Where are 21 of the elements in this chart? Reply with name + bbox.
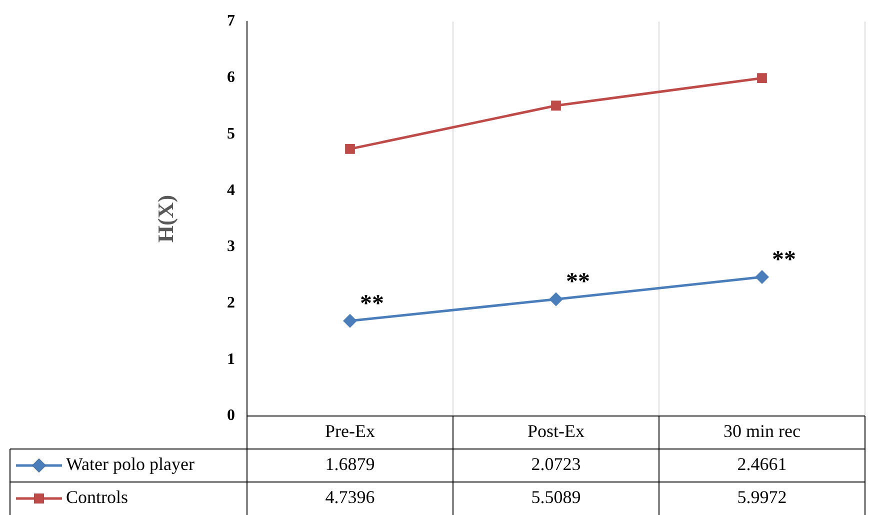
point [345, 144, 355, 154]
y-tick-label: 0 [227, 407, 235, 424]
point [757, 73, 767, 84]
y-tick-label: 1 [227, 350, 235, 368]
annotation: ** [772, 247, 796, 274]
annotation: ** [566, 269, 590, 296]
y-tick-label: 3 [227, 238, 235, 256]
y-tick-label: 4 [227, 182, 235, 199]
x-tick-label: Post-Ex [527, 421, 585, 442]
point [755, 270, 769, 284]
y-tick-label: 6 [227, 69, 235, 86]
point [343, 314, 357, 328]
y-tick-label: 2 [227, 294, 235, 312]
x-tick-label: 30 min rec [724, 421, 800, 442]
y-tick-label: 7 [227, 12, 235, 30]
point [549, 292, 563, 306]
annotation: ** [360, 290, 384, 317]
x-tick-label: Pre-Ex [325, 421, 375, 442]
y-axis-title: H(X) [152, 194, 178, 243]
point [551, 100, 561, 111]
y-tick-label: 5 [227, 125, 235, 142]
